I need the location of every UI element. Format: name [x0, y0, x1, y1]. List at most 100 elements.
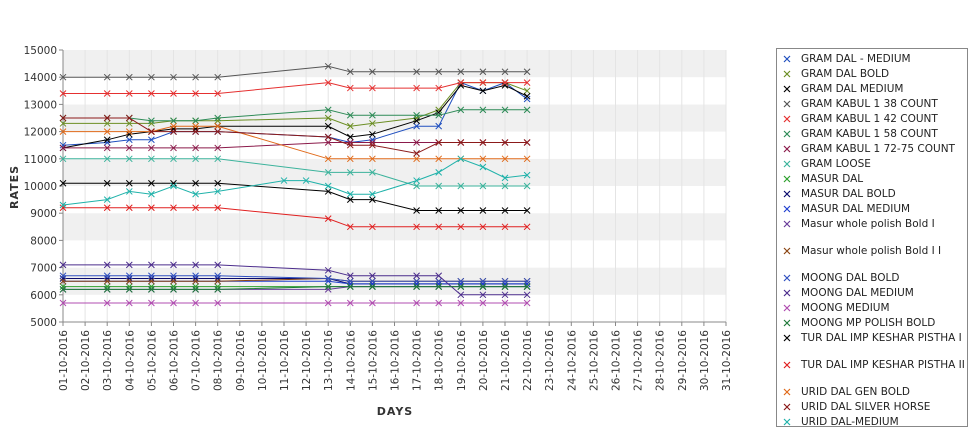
series-line — [63, 158, 528, 187]
x-tick-label: 02-10-2016 — [80, 330, 92, 391]
data-point — [479, 139, 487, 146]
data-point — [214, 128, 222, 135]
series-layer — [59, 62, 531, 307]
legend-item: URID DAL-MEDIUM — [781, 416, 965, 428]
data-point — [103, 286, 111, 293]
series-4 — [59, 62, 531, 81]
data-point — [59, 90, 67, 97]
data-point — [170, 73, 177, 81]
x-axis-title: DAYS — [377, 405, 413, 418]
data-point — [369, 223, 376, 231]
data-point — [103, 114, 111, 122]
data-point — [435, 223, 443, 231]
legend-marker-icon — [783, 361, 791, 369]
series-line — [63, 286, 528, 290]
data-point — [479, 87, 487, 95]
legend-marker-icon — [783, 274, 791, 282]
data-point — [324, 139, 332, 146]
legend-marker-icon — [783, 205, 791, 213]
data-point — [369, 280, 376, 288]
data-point — [369, 130, 376, 138]
legend-item: GRAM DAL MEDIUM — [781, 83, 965, 95]
data-point — [369, 299, 376, 307]
data-point — [103, 277, 111, 285]
data-point — [346, 190, 354, 198]
data-point — [125, 272, 133, 280]
legend-marker-icon — [783, 115, 791, 123]
data-point — [59, 272, 67, 280]
data-point — [170, 299, 177, 307]
legend-cross — [783, 55, 791, 63]
data-point — [125, 114, 133, 122]
y-tick-label: 12000 — [24, 127, 57, 139]
data-point — [479, 68, 487, 76]
legend-label: MASUR DAL — [801, 173, 864, 185]
legend-label: TUR DAL IMP KESHAR PISTHA II — [801, 359, 965, 371]
data-point — [192, 275, 199, 282]
data-point — [170, 128, 177, 135]
legend-marker-icon — [783, 403, 791, 411]
data-point — [170, 286, 177, 293]
data-point — [214, 272, 222, 280]
legend-label: GRAM KABUL 1 58 COUNT — [801, 128, 938, 140]
data-point — [148, 73, 155, 81]
data-point — [324, 182, 332, 190]
y-axis: 5000 6000 7000 8000 9000 10000 11000 12000 13000… — [24, 45, 64, 329]
legend-label: TUR DAL IMP KESHAR PISTHA I — [801, 332, 962, 344]
data-point — [214, 261, 222, 269]
data-point — [170, 179, 177, 187]
x-tick-label: 10-10-2016 — [257, 330, 269, 391]
data-point — [413, 207, 420, 214]
x-tick-label: 29-10-2016 — [677, 330, 689, 391]
x-tick-label: 11-10-2016 — [279, 330, 291, 391]
data-point — [523, 87, 531, 95]
data-point — [523, 291, 531, 299]
series-20 — [59, 122, 531, 163]
data-point — [170, 122, 177, 130]
data-point — [413, 68, 420, 76]
data-point — [103, 179, 111, 187]
data-point — [523, 79, 531, 86]
y-tick-label: 10000 — [24, 181, 57, 193]
data-point — [501, 299, 509, 307]
legend-marker-icon — [783, 418, 791, 426]
data-point — [457, 182, 465, 190]
data-point — [346, 84, 354, 92]
data-point — [523, 106, 531, 114]
data-point — [346, 111, 354, 119]
data-point — [324, 275, 332, 282]
data-point — [435, 182, 443, 190]
series-8 — [59, 155, 531, 190]
x-tick-label: 08-10-2016 — [213, 330, 225, 391]
legend-label: GRAM DAL - MEDIUM — [801, 53, 911, 65]
x-tick-label: 05-10-2016 — [146, 330, 158, 391]
legend-label: MASUR DAL MEDIUM — [801, 203, 911, 215]
data-point — [170, 155, 177, 163]
data-point — [346, 299, 354, 307]
x-tick-label: 20-10-2016 — [478, 330, 490, 391]
series-line — [63, 275, 528, 282]
legend-cross — [783, 130, 791, 138]
data-point — [413, 223, 420, 231]
data-point — [192, 144, 199, 152]
data-point — [170, 261, 177, 269]
data-point — [214, 90, 222, 97]
data-point — [103, 272, 111, 280]
data-point — [125, 286, 133, 293]
legend-cross — [783, 190, 791, 198]
legend-item: GRAM KABUL 1 38 COUNT — [781, 98, 965, 110]
data-point — [369, 120, 376, 127]
x-tick-label: 17-10-2016 — [412, 330, 424, 391]
data-point — [346, 277, 354, 285]
x-tick-label: 01-10-2016 — [58, 330, 70, 391]
data-point — [125, 90, 133, 97]
y-tick-label: 6000 — [30, 290, 57, 302]
legend-label: MOONG MP POLISH BOLD — [801, 317, 936, 329]
legend-marker-icon — [783, 289, 791, 297]
data-point — [501, 291, 509, 299]
legend-cross — [783, 115, 791, 123]
data-point — [479, 163, 487, 171]
x-tick-label: 09-10-2016 — [235, 330, 247, 391]
legend-cross — [783, 304, 791, 312]
data-point — [125, 277, 133, 285]
